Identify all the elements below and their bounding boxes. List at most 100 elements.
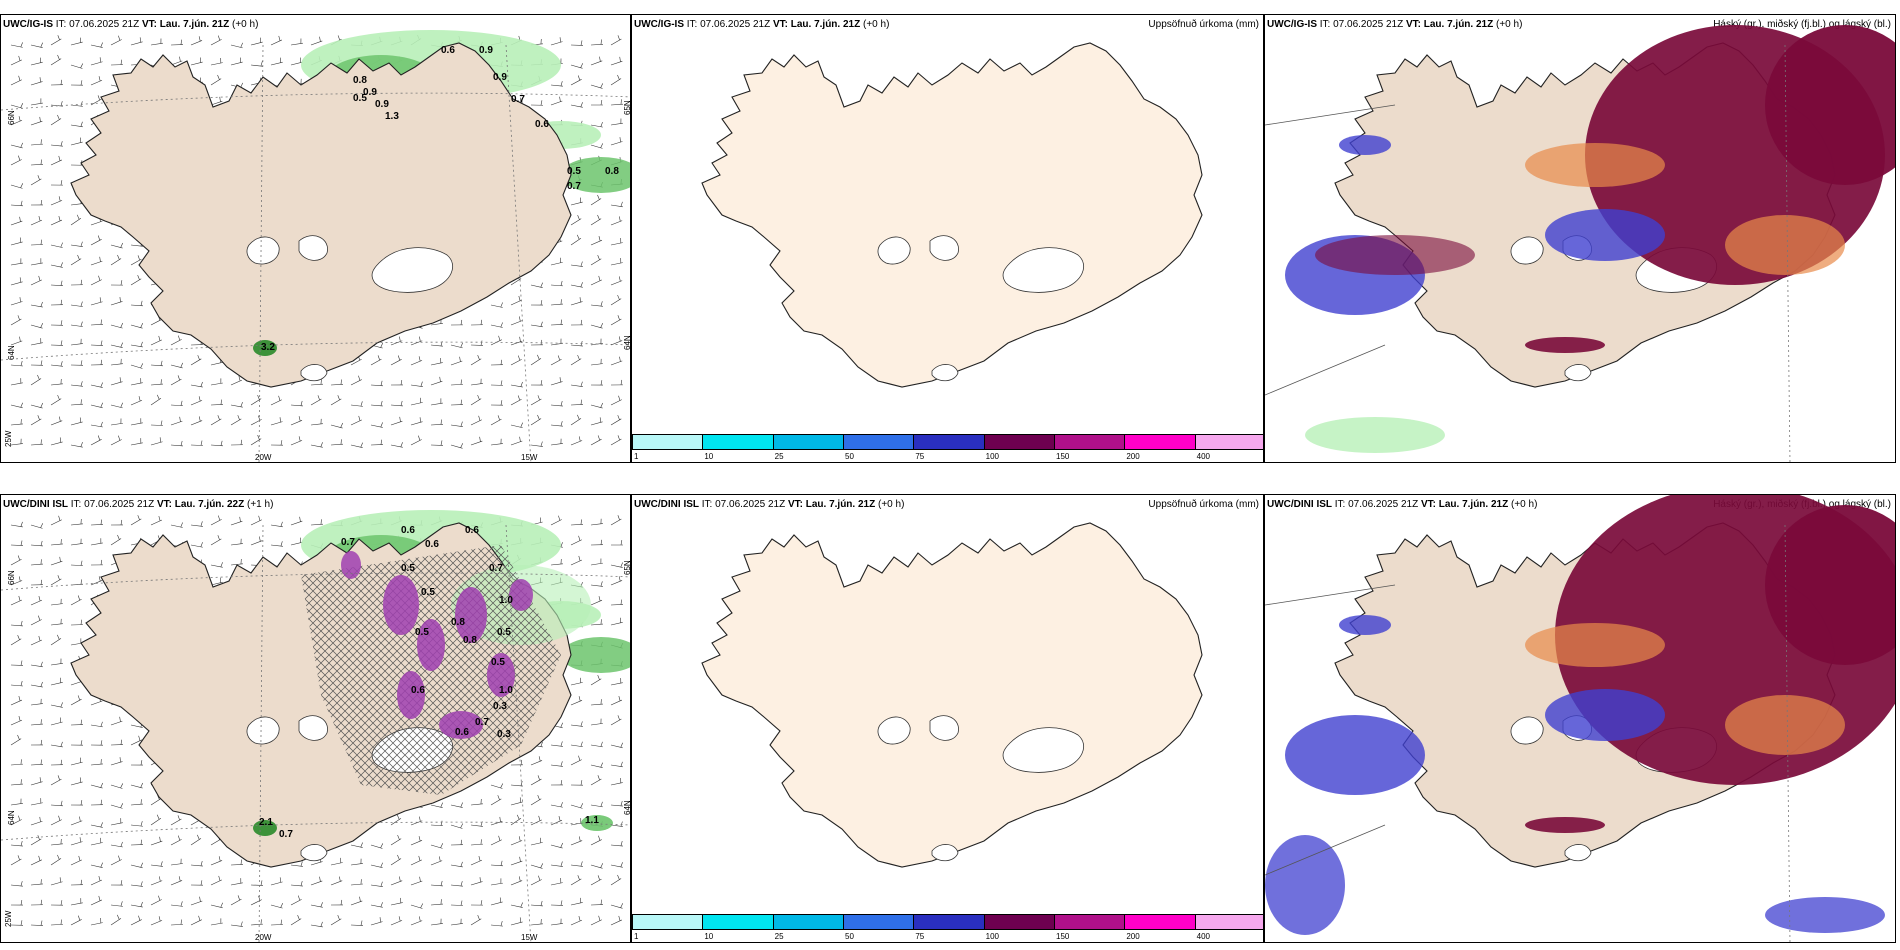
wind-barb xyxy=(577,354,580,360)
cloud-cover-map xyxy=(1265,495,1895,942)
wind-barb xyxy=(270,881,283,886)
offset: (+0 h) xyxy=(878,499,905,510)
wind-barb xyxy=(398,916,401,922)
colorbar-label: 150 xyxy=(1056,932,1070,941)
wind-barb xyxy=(517,395,521,401)
wind-barb xyxy=(118,435,121,441)
wind-barb xyxy=(70,841,83,846)
wind-barb xyxy=(617,715,620,721)
vt-label: VT: xyxy=(1420,499,1436,510)
precip-value: 0.7 xyxy=(511,94,525,105)
wind-barb xyxy=(119,297,121,303)
colorbar-swatch xyxy=(1194,914,1263,930)
wind-barb xyxy=(120,322,124,328)
colorbar-label: 400 xyxy=(1196,452,1211,461)
precip-value: 0.7 xyxy=(489,563,503,574)
wind-barb xyxy=(17,315,20,321)
precip-value: 0.6 xyxy=(411,685,425,696)
wind-barb xyxy=(399,876,401,882)
colorbar-label: 150 xyxy=(1056,452,1070,461)
wind-barb xyxy=(598,596,601,602)
panel-wind-precip-top: UWC/IG-IS IT: 07.06.2025 21Z VT: Lau. 7.… xyxy=(0,14,631,463)
wind-barb xyxy=(460,861,463,867)
wind-barb xyxy=(590,919,602,926)
wind-barb xyxy=(530,418,542,426)
wind-barb xyxy=(99,256,101,262)
wind-barb xyxy=(480,340,483,346)
wind-barb xyxy=(558,515,561,521)
wind-barb xyxy=(298,436,301,442)
boundary-line xyxy=(1265,104,1396,126)
it-value: 07.06.2025 21Z xyxy=(84,499,155,510)
wind-barb xyxy=(60,79,63,85)
high-cloud xyxy=(1525,817,1605,833)
wind-barb xyxy=(40,920,43,926)
wind-barb xyxy=(600,863,604,868)
glacier xyxy=(931,844,959,862)
wind-barb xyxy=(77,595,81,601)
wind-barb xyxy=(439,376,441,382)
panel-header: UWC/IG-IS IT: 07.06.2025 21Z VT: Lau. 7.… xyxy=(634,19,1259,33)
wind-barb xyxy=(40,301,43,307)
wind-barb xyxy=(360,401,363,407)
wind-barb xyxy=(619,56,621,62)
wind-barb xyxy=(619,216,621,222)
wind-barb xyxy=(320,442,323,448)
offset: (+1 h) xyxy=(247,499,274,510)
wind-barb xyxy=(550,324,564,326)
wind-barb xyxy=(570,744,583,748)
colorbar-swatch xyxy=(913,914,985,930)
vt-value: Lau. 7.jún. 21Z xyxy=(1423,19,1494,30)
colorbar-swatch xyxy=(702,434,774,450)
colorbar-swatch xyxy=(1124,434,1196,450)
wind-barb xyxy=(120,803,124,808)
it-label: IT: xyxy=(55,19,67,30)
it-value: 07.06.2025 21Z xyxy=(715,499,786,510)
wind-barb xyxy=(200,860,203,866)
wind-barb xyxy=(77,695,81,701)
wind-barb xyxy=(50,38,62,46)
colorbar-label: 25 xyxy=(774,452,784,461)
wind-barb xyxy=(440,843,444,848)
mid-cloud xyxy=(1725,215,1845,275)
wind-barb xyxy=(100,319,102,325)
wind-barb xyxy=(76,214,80,220)
wind-barb xyxy=(40,681,43,687)
wind-barb xyxy=(590,562,603,566)
wind-barb xyxy=(100,822,103,828)
wind-barb xyxy=(130,41,143,46)
wind-barb xyxy=(430,380,443,386)
wind-barb xyxy=(20,680,23,686)
precip-value: 0.6 xyxy=(465,525,479,536)
colorbar-label: 200 xyxy=(1126,452,1140,461)
wind-barb xyxy=(590,124,603,128)
wind-barb xyxy=(230,864,244,866)
panel-header: UWC/DINI ISL IT: 07.06.2025 21Z VT: Lau.… xyxy=(3,499,626,513)
wind-barb xyxy=(98,76,101,82)
wind-barb xyxy=(419,876,421,882)
wind-barb xyxy=(177,335,181,341)
wind-barb xyxy=(50,744,63,748)
wind-barb xyxy=(137,275,140,280)
vt-value: Lau. 7.jún. 21Z xyxy=(790,19,861,30)
wind-barb xyxy=(70,304,83,307)
wind-barb xyxy=(490,798,502,806)
glacier xyxy=(298,235,328,261)
wind-barb xyxy=(97,435,101,441)
wind-barb xyxy=(38,215,41,221)
wind-barb xyxy=(619,137,621,143)
wind-barb xyxy=(550,284,563,287)
wind-barb xyxy=(410,439,422,446)
wind-barb xyxy=(620,903,624,908)
wind-barb xyxy=(150,920,163,926)
wind-barb xyxy=(617,435,620,441)
wind-barb xyxy=(260,61,263,67)
wind-barb xyxy=(580,780,583,786)
mid-cloud xyxy=(1525,143,1665,187)
vt-value: Lau. 7.jún. 21Z xyxy=(805,499,876,510)
precip-area xyxy=(253,340,277,356)
wind-barb xyxy=(370,358,382,366)
wind-barb xyxy=(177,815,180,821)
wind-barb xyxy=(158,515,161,521)
wind-barb xyxy=(518,355,521,361)
